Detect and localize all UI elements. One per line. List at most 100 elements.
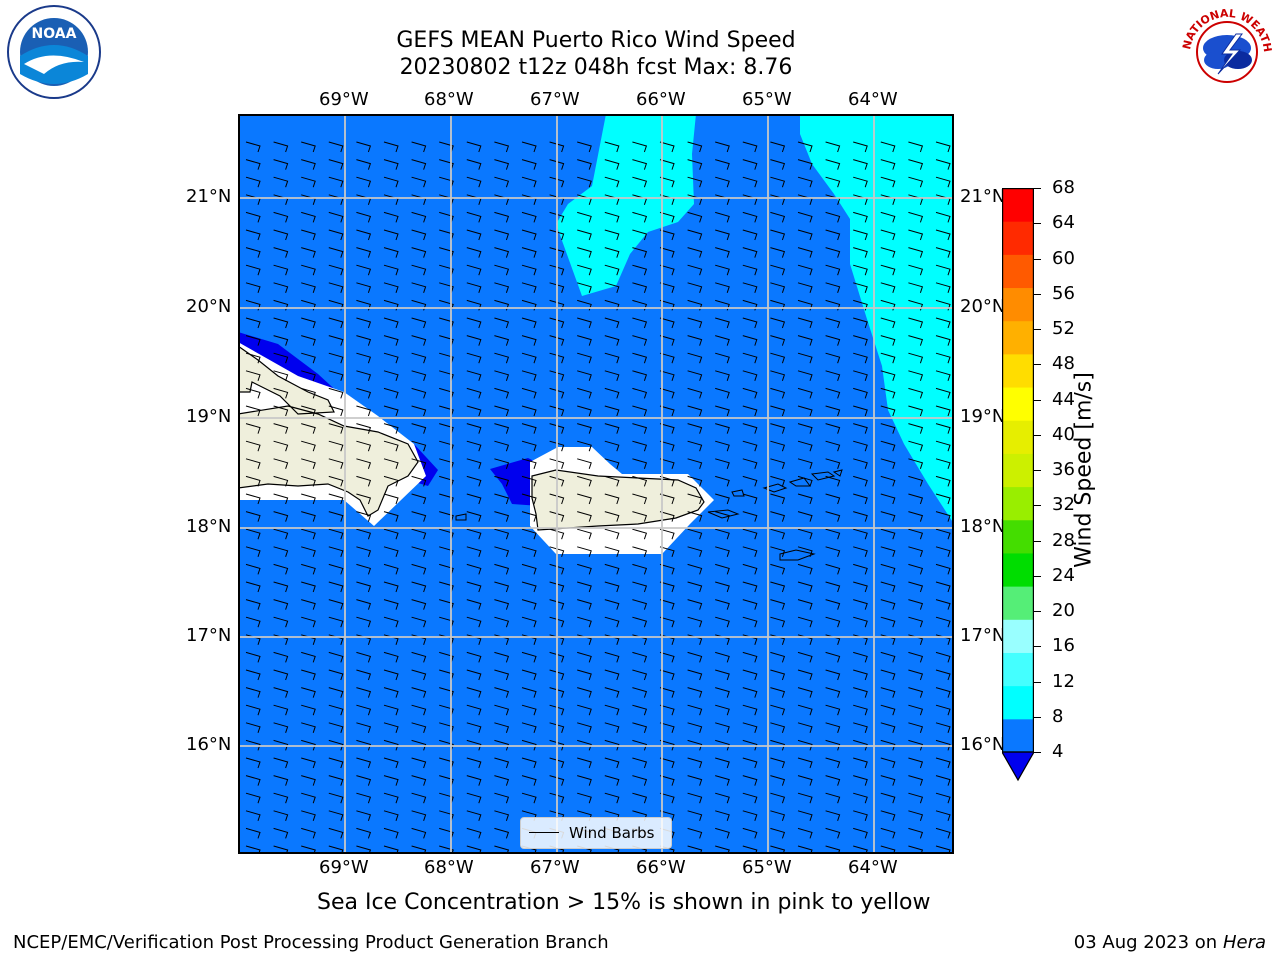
wind-barb — [383, 687, 399, 698]
wind-barb — [411, 757, 427, 769]
wind-barb — [273, 317, 289, 329]
wind-barb — [245, 317, 261, 329]
wind-barb — [549, 176, 565, 188]
wind-barb — [273, 475, 289, 487]
wind-barb — [659, 704, 675, 716]
wind-barb — [825, 704, 841, 716]
wind-barb — [659, 757, 675, 769]
footer-date: 03 Aug 2023 on Hera — [1074, 932, 1266, 953]
wind-barb — [466, 423, 482, 434]
wind-barb — [908, 775, 924, 786]
wind-barb — [273, 423, 289, 434]
wind-barb — [328, 775, 344, 786]
wind-barb — [797, 317, 813, 329]
lon-label-top: 64°W — [848, 89, 898, 110]
wind-barb — [466, 176, 482, 188]
wind-barb — [328, 264, 344, 276]
wind-barb — [521, 546, 537, 557]
wind-barb — [742, 722, 758, 733]
wind-barb — [245, 739, 261, 751]
wind-barb — [301, 282, 316, 293]
wind-barb — [604, 317, 620, 329]
wind-barb — [245, 722, 261, 733]
wind-barb — [659, 317, 675, 329]
wind-barb — [770, 440, 786, 452]
wind-barb — [742, 141, 758, 153]
wind-barb — [245, 563, 261, 575]
colorbar-tick-mark — [1034, 258, 1041, 260]
wind-barb — [687, 792, 703, 804]
wind-barb — [466, 651, 482, 663]
wind-barb — [356, 405, 372, 417]
wind-barb — [770, 370, 786, 381]
wind-barb — [853, 159, 868, 170]
wind-barb — [383, 317, 399, 329]
wind-barb — [880, 493, 896, 505]
wind-barb — [549, 563, 565, 575]
wind-barb — [245, 405, 261, 417]
wind-barb — [715, 440, 730, 452]
wind-barb — [770, 792, 786, 804]
wind-barb — [383, 423, 399, 434]
footer-branch: NCEP/EMC/Verification Post Processing Pr… — [13, 932, 609, 953]
wind-barb — [853, 440, 868, 452]
wind-barb — [853, 511, 868, 522]
wind-barb — [632, 282, 648, 293]
wind-barb — [853, 739, 868, 751]
wind-barb — [245, 599, 261, 610]
wind-barb — [577, 581, 592, 593]
wind-barb — [659, 335, 675, 346]
wind-barb — [742, 423, 758, 434]
wind-barb — [853, 792, 868, 804]
wind-barb — [742, 211, 758, 223]
wind-barb — [770, 757, 786, 769]
wind-barb — [383, 493, 399, 505]
wind-barb — [687, 528, 703, 540]
wind-barb — [632, 317, 648, 329]
wind-barb — [935, 775, 951, 786]
lat-label-left: 20°N — [186, 296, 232, 317]
wind-barb — [549, 581, 565, 593]
wind-barb — [797, 704, 813, 716]
wind-barb — [466, 599, 482, 610]
wind-barb — [411, 370, 427, 381]
colorbar-band — [1002, 420, 1034, 454]
wind-barb — [853, 616, 868, 628]
wind-barb — [715, 563, 730, 575]
wind-barb — [328, 247, 344, 258]
wind-barb — [908, 739, 924, 751]
wind-barb — [356, 440, 372, 452]
wind-barb — [659, 669, 675, 681]
wind-barb — [825, 335, 841, 346]
wind-barb — [687, 141, 703, 153]
wind-barb — [577, 370, 592, 381]
wind-barb — [797, 687, 813, 698]
wind-barb — [356, 757, 372, 769]
wind-barb — [770, 423, 786, 434]
wind-barb — [328, 845, 344, 854]
wind-barb — [521, 581, 537, 593]
wind-barb — [411, 493, 427, 505]
colorbar-tick-label: 28 — [1052, 529, 1075, 551]
wind-barb — [715, 370, 730, 381]
wind-barb — [604, 423, 620, 434]
wind-barb — [935, 739, 951, 751]
wind-barb — [742, 687, 758, 698]
wind-barb — [328, 475, 344, 487]
wind-barb — [494, 440, 510, 452]
wind-barb — [687, 317, 703, 329]
wind-barb — [521, 475, 537, 487]
wind-barb — [715, 352, 730, 364]
wind-barb — [742, 511, 758, 522]
wind-barb — [715, 141, 730, 153]
wind-barb — [356, 739, 372, 751]
colorbar-tick-mark — [1034, 293, 1041, 295]
wind-barb — [853, 211, 868, 223]
wind-barb — [549, 352, 565, 364]
wind-barb — [935, 757, 951, 769]
wind-barb — [742, 599, 758, 610]
wind-barb — [466, 440, 482, 452]
wind-barb — [577, 387, 592, 399]
wind-barb — [659, 792, 675, 804]
wind-barb — [770, 405, 786, 417]
